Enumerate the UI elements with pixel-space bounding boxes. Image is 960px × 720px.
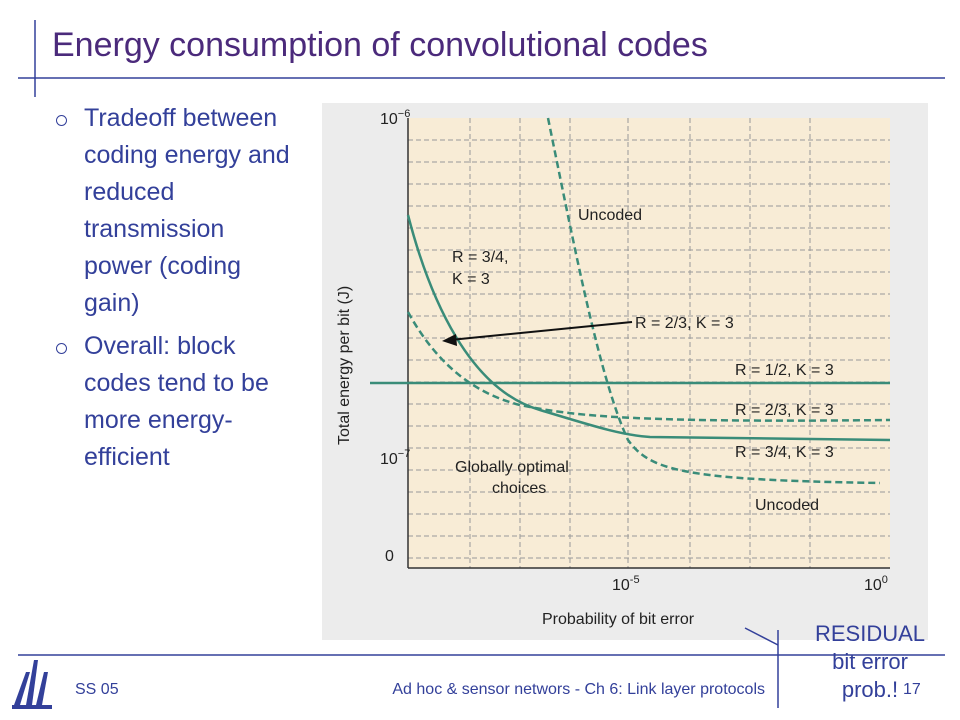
curve-label: R = 3/4, K = 3 xyxy=(735,444,834,461)
annotation-line-text: prob.! xyxy=(841,677,899,702)
logo xyxy=(12,660,52,709)
x-tick: 100 xyxy=(864,574,888,594)
footer-center: Ad hoc & sensor networs - Ch 6: Link lay… xyxy=(392,681,765,698)
curve-label: K = 3 xyxy=(452,271,490,288)
curve-label: R = 2/3, K = 3 xyxy=(735,402,834,419)
curve-label: Uncoded xyxy=(755,497,819,514)
page-number: 17 xyxy=(903,681,921,698)
y-axis-label: Total energy per bit (J) xyxy=(336,286,353,445)
curve-label: R = 3/4, xyxy=(452,249,508,266)
curve-label: R = 1/2, K = 3 xyxy=(735,362,834,379)
curve xyxy=(406,214,891,442)
footer-left: SS 05 xyxy=(75,681,119,698)
y-tick: 10−6 xyxy=(380,108,410,128)
curve-label: Globally optimal xyxy=(455,459,569,476)
arrow xyxy=(449,321,633,341)
curve xyxy=(406,311,891,422)
curve-label: R = 2/3, K = 3 xyxy=(635,315,734,332)
curve-label: choices xyxy=(492,480,546,497)
annotation-arrow xyxy=(744,627,779,646)
curve-label: Uncoded xyxy=(578,207,642,224)
bullet: Overall: block codes tend to be more ene… xyxy=(50,328,290,476)
y-tick: 10−7 xyxy=(380,448,410,468)
y-tick: 0 xyxy=(385,548,394,565)
bullet: Tradeoff between coding energy and reduc… xyxy=(50,100,290,322)
slide-title: Energy consumption of convolutional code… xyxy=(52,26,708,64)
annotation-line-text: RESIDUAL xyxy=(814,621,926,646)
arrowhead xyxy=(442,334,457,346)
annotation: RESIDUAL bit error prob.! xyxy=(800,620,940,704)
curve xyxy=(546,117,881,485)
x-axis-label: Probability of bit error xyxy=(542,611,695,628)
bullet-list: Tradeoff between coding energy and reduc… xyxy=(50,100,290,482)
x-tick: 10-5 xyxy=(612,574,640,594)
annotation-line-text: bit error xyxy=(832,649,908,674)
curves xyxy=(370,117,891,485)
